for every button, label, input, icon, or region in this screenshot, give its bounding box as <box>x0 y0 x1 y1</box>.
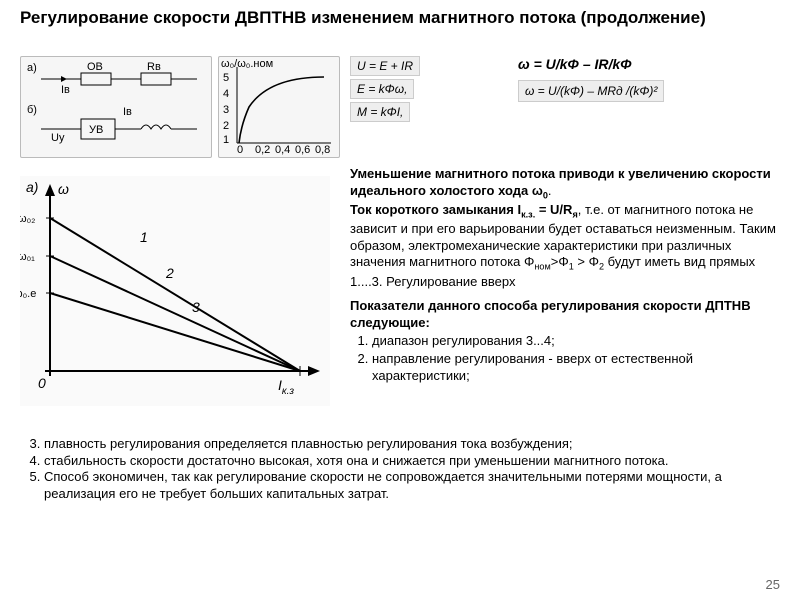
equations-right: ω = U/kΦ – IR/kΦ ω = U/(kΦ) – MRд /(kΦ)² <box>518 56 778 102</box>
list-item: диапазон регулирования 3...4; <box>372 333 778 350</box>
indicators-list: диапазон регулирования 3...4; направлени… <box>350 333 778 384</box>
page-number: 25 <box>766 577 780 592</box>
svg-text:ω: ω <box>58 181 69 197</box>
panel-label: а) <box>26 179 38 195</box>
svg-text:4: 4 <box>223 88 229 100</box>
eqn-secondary: ω = U/(kΦ) – MRд /(kΦ)² <box>518 80 664 102</box>
svg-text:2: 2 <box>223 120 229 132</box>
eqn-2: E = kΦω, <box>350 79 414 99</box>
flux-curve-diagram: ω₀/ω₀.ном 5 4 3 2 1 0 0,2 0,4 0,6 0,8 <box>218 56 340 158</box>
svg-text:0: 0 <box>38 375 46 391</box>
list-item: направление регулирования - вверх от ест… <box>372 351 778 384</box>
svg-text:2: 2 <box>165 265 174 281</box>
label-a: а) <box>27 62 37 74</box>
svg-text:Rв: Rв <box>147 61 161 73</box>
list-item: стабильность скорости достаточно высокая… <box>44 453 780 470</box>
svg-text:1: 1 <box>140 229 148 245</box>
eqn-1: U = E + IR <box>350 56 420 76</box>
svg-text:ω₀₂: ω₀₂ <box>20 213 35 225</box>
list-item: Способ экономичен, так как регулирование… <box>44 469 780 502</box>
svg-text:ОВ: ОВ <box>87 61 103 73</box>
svg-text:0,4: 0,4 <box>275 144 290 156</box>
svg-text:0,2: 0,2 <box>255 144 270 156</box>
svg-text:5: 5 <box>223 72 229 84</box>
svg-text:0,6: 0,6 <box>295 144 310 156</box>
svg-text:Iв: Iв <box>123 106 132 118</box>
top-diagram-row: а) ОВ Rв Iв б) Uу УВ Iв ω₀/ω₀. <box>20 56 340 158</box>
eqn-main: ω = U/kΦ – IR/kΦ <box>518 56 778 72</box>
list-item: плавность регулирования определяется пла… <box>44 436 780 453</box>
label-b: б) <box>27 104 37 116</box>
svg-text:0,8: 0,8 <box>315 144 330 156</box>
svg-text:Iв: Iв <box>61 84 70 96</box>
main-characteristic-chart: а) ω ω₀₂ ω₀₁ ω₀.е 1 2 3 0 Iк.з <box>20 176 330 406</box>
svg-text:0: 0 <box>237 144 243 156</box>
svg-text:3: 3 <box>223 104 229 116</box>
body-text: Уменьшение магнитного потока приводи к у… <box>350 166 778 385</box>
eqn-3: M = kΦI, <box>350 102 410 122</box>
lower-list: плавность регулирования определяется пла… <box>20 436 780 503</box>
equations-left: U = E + IR E = kΦω, M = kΦI, <box>350 56 500 125</box>
svg-text:Iк.з: Iк.з <box>278 377 294 397</box>
svg-text:3: 3 <box>192 299 200 315</box>
indicators-title: Показатели данного способа регулирования… <box>350 298 778 331</box>
circuit-diagram: а) ОВ Rв Iв б) Uу УВ Iв <box>20 56 212 158</box>
page-title: Регулирование скорости ДВПТНВ изменением… <box>20 8 780 28</box>
svg-text:ω₀/ω₀.ном: ω₀/ω₀.ном <box>221 58 273 70</box>
svg-text:ω₀₁: ω₀₁ <box>20 251 35 263</box>
svg-text:УВ: УВ <box>89 124 103 136</box>
svg-text:Uу: Uу <box>51 132 65 144</box>
svg-text:1: 1 <box>223 134 229 146</box>
svg-text:ω₀.е: ω₀.е <box>20 288 36 300</box>
